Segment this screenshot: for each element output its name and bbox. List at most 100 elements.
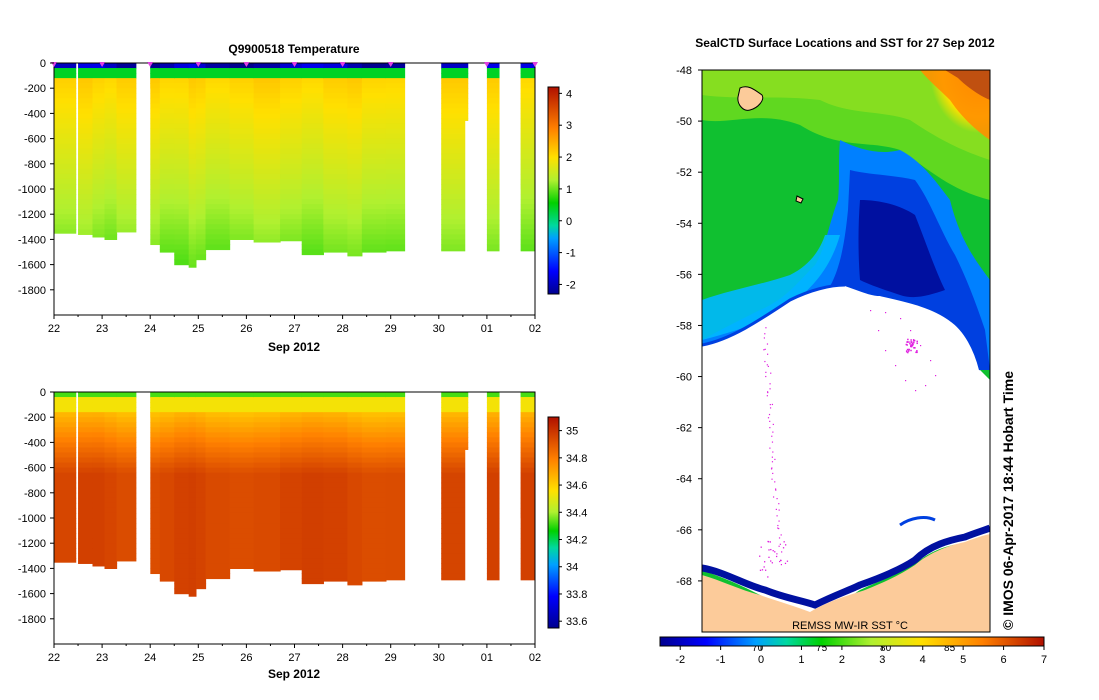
profile-cell xyxy=(361,507,387,514)
profile-cell xyxy=(205,538,231,544)
profile-cell xyxy=(347,98,363,104)
profile-cell xyxy=(159,417,175,423)
profile-cell xyxy=(441,563,469,569)
profile-cell xyxy=(253,204,281,210)
track-point xyxy=(778,520,780,522)
profile-cell xyxy=(441,437,469,443)
profile-cell xyxy=(159,447,175,454)
profile-cell xyxy=(92,502,106,509)
profile-cell xyxy=(78,98,94,104)
profile-cell xyxy=(188,98,197,104)
profile-cell xyxy=(520,523,535,529)
profile-cell xyxy=(486,168,500,175)
profile-cell xyxy=(323,417,349,423)
profile-cell xyxy=(347,189,363,195)
profile-cell xyxy=(520,63,535,69)
profile-cell xyxy=(253,417,281,423)
profile-cell xyxy=(104,103,118,109)
profile-cell xyxy=(159,482,175,489)
profile-cell xyxy=(188,523,197,529)
profile-cell xyxy=(253,123,281,130)
profile-cell xyxy=(347,507,363,514)
profile-cell xyxy=(323,163,349,170)
profile-cell xyxy=(195,93,207,99)
sst-field xyxy=(702,70,990,632)
profile-cell xyxy=(441,432,469,438)
profile-cell xyxy=(54,412,77,418)
profile-cell xyxy=(347,538,363,544)
profile-cell xyxy=(301,457,324,464)
profile-cell xyxy=(229,194,255,200)
track-point xyxy=(786,560,789,562)
profile-cell xyxy=(486,467,500,474)
profile-cell xyxy=(195,224,207,230)
profile-cell xyxy=(361,427,387,433)
profile-cell xyxy=(188,163,197,170)
profile-cell xyxy=(78,397,94,403)
profile-cell xyxy=(116,183,137,190)
profile-cell xyxy=(78,417,94,423)
profile-cell xyxy=(301,168,324,175)
profile-cell xyxy=(361,533,387,539)
profile-cell xyxy=(150,68,161,74)
profile-cell xyxy=(92,427,106,433)
y-tick-label: -800 xyxy=(24,159,46,171)
profile-cell xyxy=(116,407,137,413)
profile-cell xyxy=(486,78,500,84)
profile-cell xyxy=(323,512,349,519)
profile-cell xyxy=(323,392,349,398)
profile-cell xyxy=(323,397,349,403)
profile-cell xyxy=(441,178,469,185)
profile-cell xyxy=(301,108,324,114)
profile-cell xyxy=(104,234,118,240)
profile-cell xyxy=(229,422,255,428)
profile-cell xyxy=(205,407,231,413)
profile-cell xyxy=(54,113,77,120)
y-tick-label: -400 xyxy=(24,108,46,120)
profile-cell xyxy=(205,472,231,479)
profile-cell xyxy=(78,183,94,190)
profile-cell xyxy=(116,113,137,120)
profile-cell xyxy=(159,518,175,524)
profile-cell xyxy=(116,153,137,160)
profile-cell xyxy=(205,427,231,433)
colorbar-tick-label: 34 xyxy=(566,562,578,574)
profile-cell xyxy=(441,548,469,554)
profile-cell xyxy=(188,588,197,595)
sst-colorbar-tick-label: 4 xyxy=(920,654,926,666)
profile-cell xyxy=(195,447,207,454)
profile-cell xyxy=(347,457,363,464)
profile-cell xyxy=(104,407,118,413)
profile-cell xyxy=(486,402,500,408)
profile-cell xyxy=(361,123,387,130)
profile-cell xyxy=(253,138,281,145)
profile-cell xyxy=(385,209,406,215)
profile-cell xyxy=(159,523,175,529)
profile-cell xyxy=(150,538,161,544)
profile-cell xyxy=(361,173,387,180)
profile-cell xyxy=(229,528,255,534)
profile-cell xyxy=(159,173,175,180)
profile-cell xyxy=(195,254,207,261)
profile-cell xyxy=(253,93,281,99)
profile-cell xyxy=(323,507,349,514)
profile-cell xyxy=(205,113,231,120)
profile-cell xyxy=(347,412,363,418)
profile-cell xyxy=(116,417,137,423)
profile-cell xyxy=(253,103,281,109)
profile-cell xyxy=(150,178,161,185)
profile-cell xyxy=(188,553,197,559)
profile-cell xyxy=(361,153,387,160)
profile-cell xyxy=(78,199,94,205)
profile-cell xyxy=(253,568,281,572)
profile-cell xyxy=(54,427,77,433)
profile-cell xyxy=(92,482,106,489)
profile-cell xyxy=(150,234,161,240)
profile-cell xyxy=(385,573,406,580)
profile-cell xyxy=(280,128,303,135)
profile-cell xyxy=(520,467,535,474)
profile-cell xyxy=(323,422,349,428)
profile-cell xyxy=(195,427,207,433)
profile-cell xyxy=(54,224,77,230)
profile-cell xyxy=(174,492,190,499)
